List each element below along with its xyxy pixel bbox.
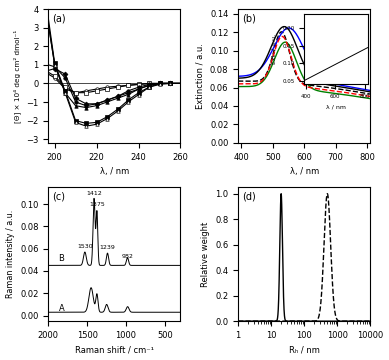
Text: 1239: 1239 (100, 245, 116, 250)
Y-axis label: Extinction / a.u.: Extinction / a.u. (195, 43, 204, 109)
Text: 1530: 1530 (77, 244, 93, 249)
Text: (d): (d) (242, 191, 256, 201)
Text: 1412: 1412 (86, 191, 102, 196)
Y-axis label: [Θ] × 10⁴ deg cm² dmol⁻¹: [Θ] × 10⁴ deg cm² dmol⁻¹ (13, 30, 21, 123)
Text: A: A (58, 304, 64, 313)
Y-axis label: Relative weight: Relative weight (201, 222, 210, 287)
X-axis label: Raman shift / cm⁻¹: Raman shift / cm⁻¹ (75, 346, 154, 355)
X-axis label: Rₕ / nm: Rₕ / nm (289, 346, 320, 355)
Text: 1375: 1375 (89, 202, 105, 207)
Text: B: B (58, 254, 64, 263)
Text: (a): (a) (52, 13, 66, 23)
Text: (b): (b) (242, 13, 256, 23)
X-axis label: λ, / nm: λ, / nm (290, 167, 319, 176)
X-axis label: λ, / nm: λ, / nm (100, 167, 129, 176)
Text: (c): (c) (52, 191, 65, 201)
Text: 982: 982 (121, 254, 133, 259)
Y-axis label: Raman intensity / a.u.: Raman intensity / a.u. (5, 210, 14, 298)
